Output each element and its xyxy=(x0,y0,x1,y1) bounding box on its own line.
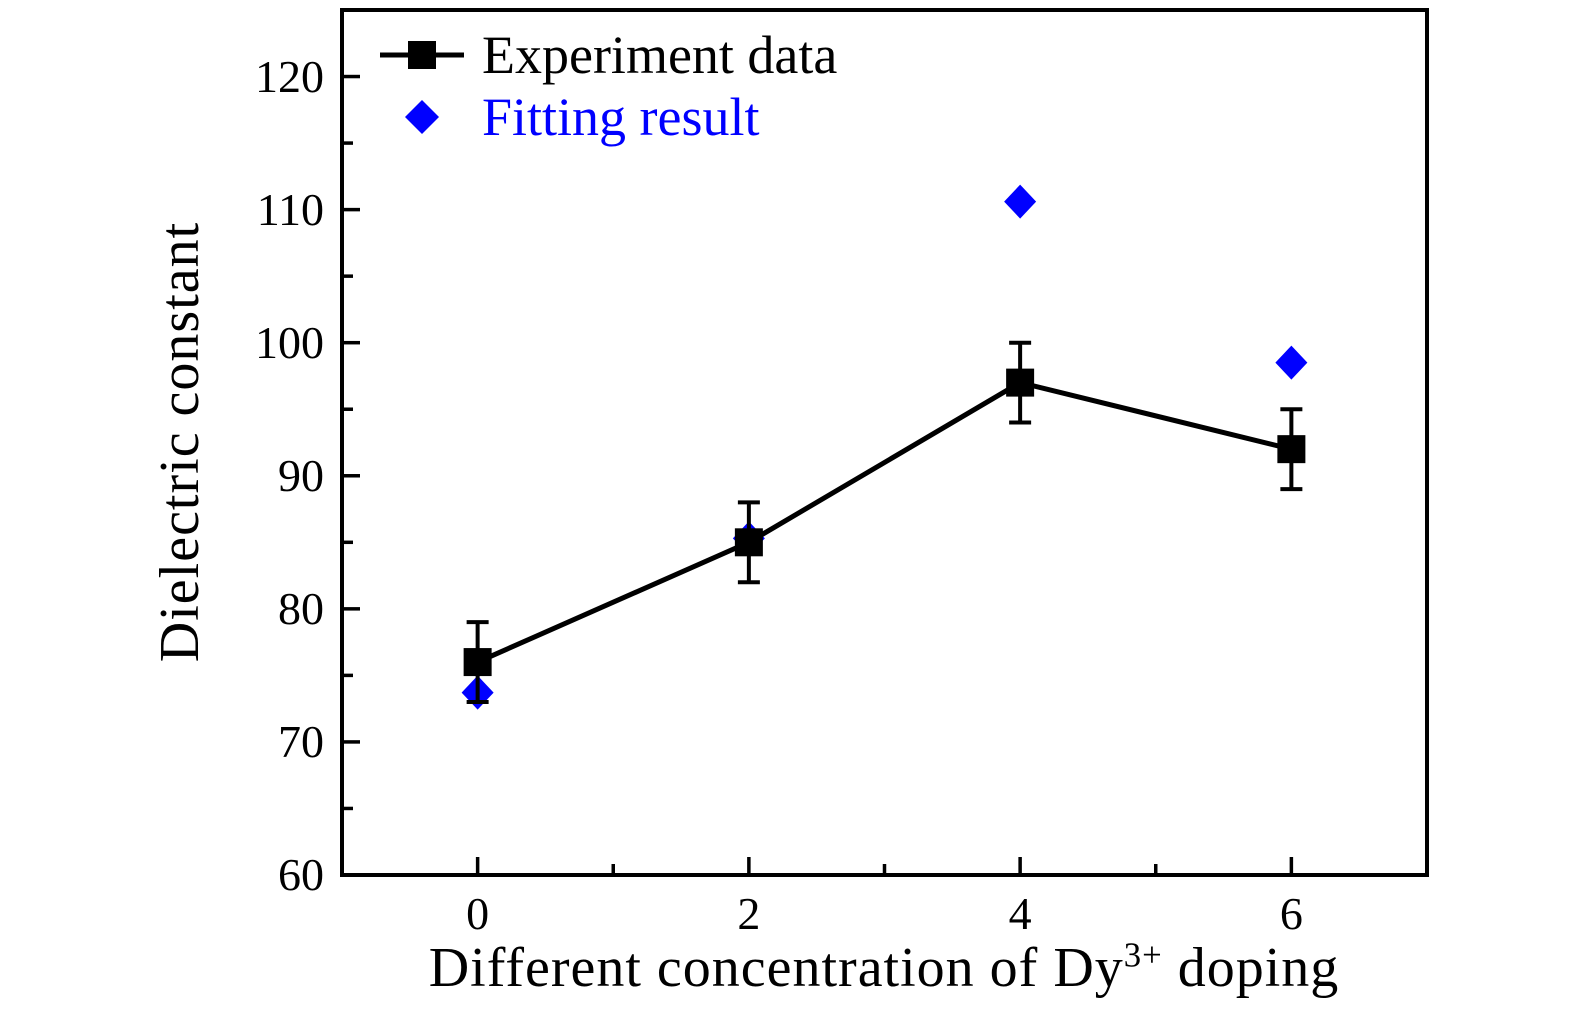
x-axis-title: Different concentration of Dy3+ doping xyxy=(429,936,1340,1000)
x-tick-label: 6 xyxy=(1279,888,1303,939)
y-tick-label: 60 xyxy=(278,849,324,900)
legend-item-experiment: Experiment data xyxy=(378,24,837,86)
legend-item-fitting: Fitting result xyxy=(378,86,837,148)
y-tick-label: 70 xyxy=(278,715,324,767)
y-tick-label: 100 xyxy=(255,316,324,368)
fitting-data-point xyxy=(1004,184,1037,219)
x-tick-label: 0 xyxy=(466,888,490,939)
plot-frame xyxy=(340,8,1429,877)
legend-label-experiment: Experiment data xyxy=(482,25,838,85)
x-tick-label: 4 xyxy=(1008,888,1032,939)
x-axis-title-suffix: doping xyxy=(1162,937,1340,999)
experiment-data-point xyxy=(463,648,492,677)
experiment-line xyxy=(476,379,1292,665)
y-tick-label: 90 xyxy=(278,449,324,501)
experiment-data-point xyxy=(1006,368,1035,397)
fitting-data-point xyxy=(1275,345,1308,380)
x-axis-title-text: Different concentration of Dy xyxy=(428,937,1124,999)
legend: Experiment data Fitting result xyxy=(378,24,837,148)
fitting-legend-marker-icon xyxy=(405,100,439,134)
experiment-data-point xyxy=(1277,435,1306,464)
y-axis-title: Dielectric constant xyxy=(149,221,211,663)
x-axis-title-superscript: 3+ xyxy=(1123,935,1163,975)
x-tick-label: 2 xyxy=(737,888,761,939)
experiment-data-point xyxy=(734,528,763,557)
experiment-legend-marker-icon xyxy=(380,41,464,69)
y-tick-label: 120 xyxy=(255,50,324,102)
y-tick-label: 80 xyxy=(278,582,324,634)
y-tick-label: 110 xyxy=(256,183,324,235)
legend-label-fitting: Fitting result xyxy=(482,87,760,147)
